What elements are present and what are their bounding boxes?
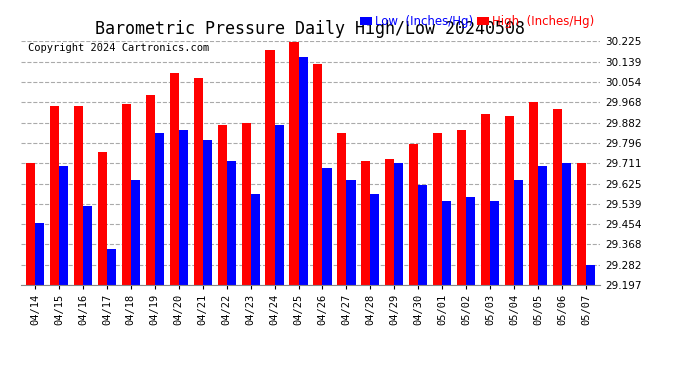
Bar (514, 180, 523, 285)
Bar (409, 144, 418, 285)
Bar (299, 57, 308, 285)
Bar (266, 50, 275, 285)
Bar (505, 116, 514, 285)
Bar (457, 130, 466, 285)
Bar (26, 164, 35, 285)
Bar (433, 132, 442, 285)
Bar (146, 94, 155, 285)
Bar (194, 78, 203, 285)
Bar (553, 109, 562, 285)
Bar (394, 164, 404, 285)
Bar (481, 114, 490, 285)
Bar (35, 223, 44, 285)
Bar (203, 140, 212, 285)
Bar (577, 164, 586, 285)
Bar (442, 201, 451, 285)
Text: Copyright 2024 Cartronics.com: Copyright 2024 Cartronics.com (28, 43, 209, 52)
Bar (385, 159, 394, 285)
Bar (179, 130, 188, 285)
Bar (313, 64, 322, 285)
Bar (227, 161, 236, 285)
Bar (250, 194, 259, 285)
Bar (466, 196, 475, 285)
Bar (275, 125, 284, 285)
Bar (362, 161, 371, 285)
Bar (241, 123, 250, 285)
Bar (490, 201, 500, 285)
Bar (586, 266, 595, 285)
Bar (562, 164, 571, 285)
Bar (131, 180, 140, 285)
Bar (74, 106, 83, 285)
Bar (289, 42, 299, 285)
Bar (107, 249, 116, 285)
Bar (346, 180, 355, 285)
Legend: Low  (Inches/Hg), High  (Inches/Hg): Low (Inches/Hg), High (Inches/Hg) (359, 15, 594, 28)
Bar (50, 106, 59, 285)
Bar (217, 125, 227, 285)
Bar (155, 132, 164, 285)
Bar (59, 166, 68, 285)
Bar (371, 194, 380, 285)
Bar (538, 166, 547, 285)
Bar (121, 104, 131, 285)
Bar (529, 102, 538, 285)
Bar (83, 206, 92, 285)
Title: Barometric Pressure Daily High/Low 20240508: Barometric Pressure Daily High/Low 20240… (95, 20, 526, 38)
Bar (322, 168, 332, 285)
Bar (98, 152, 107, 285)
Bar (170, 73, 179, 285)
Bar (418, 185, 427, 285)
Bar (337, 132, 346, 285)
